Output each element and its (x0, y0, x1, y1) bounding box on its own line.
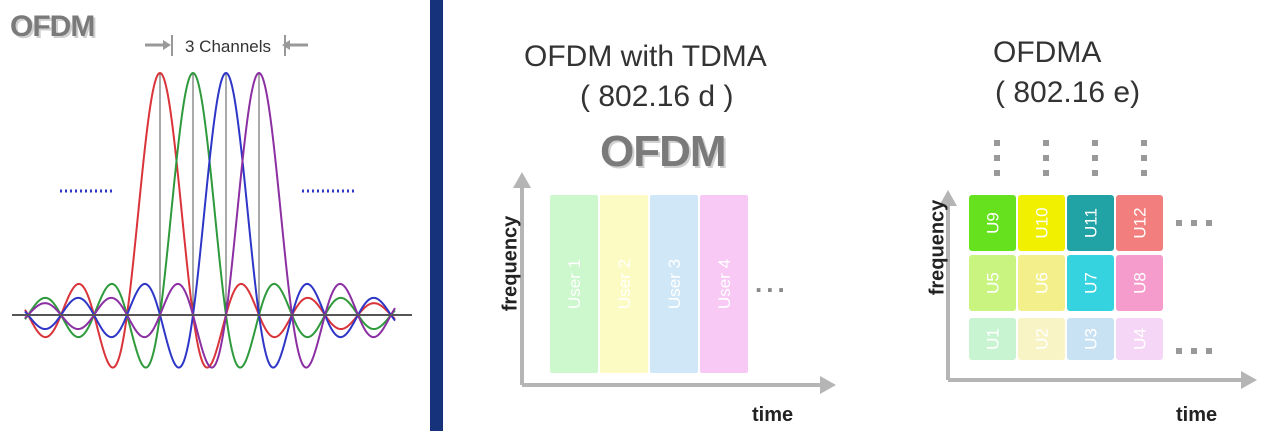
panel-divider (430, 0, 443, 431)
ofdma-horizontal-ellipses (1176, 220, 1212, 354)
ofdma-standard: ( 802.16 e) (995, 76, 1141, 109)
tdma-standard: ( 802.16 d ) (580, 80, 734, 113)
ofdma-user-label: U6 (1033, 272, 1052, 294)
left-title: OFDM (10, 10, 95, 43)
vertical-ellipsis-dot (1092, 140, 1098, 146)
right-arrowhead-icon (282, 40, 290, 50)
tdma-x-arrowhead-icon (820, 376, 836, 394)
ofdma-user-block (969, 255, 1016, 311)
vertical-ellipsis-dot (994, 140, 1000, 146)
ofdma-user-block (1067, 318, 1114, 360)
horizontal-ellipsis-dot (1191, 348, 1197, 354)
horizontal-ellipsis-dot (1176, 220, 1182, 226)
ofdma-user-label: U5 (984, 272, 1003, 294)
horizontal-ellipsis-dot (1206, 348, 1212, 354)
tdma-user-block (700, 195, 748, 373)
horizontal-ellipsis-dot (1191, 220, 1197, 226)
ofdma-user-block (1116, 318, 1163, 360)
vertical-ellipsis-dot (1043, 140, 1049, 146)
ofdma-user-block (1067, 195, 1114, 251)
ofdma-user-block (1018, 195, 1065, 251)
ofdma-user-block (1018, 318, 1065, 360)
ofdma-user-label: U11 (1082, 208, 1101, 238)
tdma-ofdm-logo: OFDM (600, 127, 727, 176)
red-subcarrier (24, 71, 396, 369)
horizontal-ellipsis-dot (1206, 220, 1212, 226)
ofdm-waveform-diagram: 3 Channels (12, 35, 412, 369)
tdma-user-label: User 2 (615, 259, 634, 309)
subcarrier-waves (24, 71, 396, 369)
ofdma-y-label: frequency (926, 199, 949, 296)
ofdma-user-label: U7 (1082, 272, 1101, 294)
tdma-ellipsis: ... (755, 268, 789, 298)
ofdma-x-arrowhead-icon (1241, 371, 1257, 389)
ofdma-user-label: U8 (1131, 272, 1150, 294)
tdma-title: OFDM with TDMA (524, 40, 767, 73)
ofdma-chart: U9 U10 U11 U12 U5 U6 U7 U8 U1 U2 U3 U4 (939, 140, 1257, 389)
ofdma-user-label: U1 (984, 328, 1003, 350)
ofdma-user-block (1116, 255, 1163, 311)
green-subcarrier (24, 71, 396, 369)
ofdma-user-label: U12 (1131, 207, 1150, 238)
vertical-ellipsis-dot (1092, 155, 1098, 161)
peak-reference-lines (159, 73, 260, 315)
tdma-user-label: User 4 (715, 259, 734, 309)
tdma-user-block (550, 195, 598, 373)
channels-label: 3 Channels (185, 37, 271, 56)
blue-subcarrier (24, 71, 396, 369)
left-arrowhead-icon (163, 40, 171, 50)
vertical-ellipsis-dot (1141, 155, 1147, 161)
ofdma-user-block (1067, 255, 1114, 311)
vertical-ellipsis-dot (1141, 170, 1147, 176)
ofdma-user-label: U3 (1082, 328, 1101, 350)
channels-annotation: 3 Channels (145, 35, 308, 56)
ofdma-user-label: U10 (1033, 207, 1052, 238)
ofdma-user-grid: U9 U10 U11 U12 U5 U6 U7 U8 U1 U2 U3 U4 (969, 195, 1163, 360)
tdma-user-block (600, 195, 648, 373)
ofdma-user-block (969, 318, 1016, 360)
tdma-user-label: User 1 (565, 259, 584, 309)
vertical-ellipsis-dot (994, 155, 1000, 161)
ofdma-title: OFDMA (993, 36, 1102, 69)
ofdma-user-block (969, 195, 1016, 251)
vertical-ellipsis-dot (1043, 155, 1049, 161)
ofdma-x-label: time (1176, 404, 1218, 426)
ofdma-user-label: U9 (984, 212, 1003, 234)
vertical-ellipsis-dot (1092, 170, 1098, 176)
ofdma-vertical-ellipses (994, 140, 1147, 176)
tdma-chart: User 1 User 2 User 3 User 4 ... (513, 172, 836, 394)
vertical-ellipsis-dot (994, 170, 1000, 176)
vertical-ellipsis-dot (1141, 140, 1147, 146)
tdma-user-block (650, 195, 698, 373)
ofdma-user-block (1018, 255, 1065, 311)
vertical-ellipsis-dot (1043, 170, 1049, 176)
tdma-y-label: frequency (499, 215, 522, 312)
tdma-user-blocks: User 1 User 2 User 3 User 4 (550, 195, 748, 373)
ofdma-user-label: U4 (1131, 328, 1150, 350)
ofdma-y-arrowhead-icon (939, 190, 957, 206)
ofdm-spectrum-panel: OFDM 3 Channels (0, 0, 430, 431)
ofdma-user-block (1116, 195, 1163, 251)
purple-subcarrier (24, 71, 396, 369)
tdma-x-label: time (752, 404, 794, 426)
ofdma-user-label: U2 (1033, 328, 1052, 350)
tdma-user-label: User 3 (665, 259, 684, 309)
horizontal-ellipsis-dot (1176, 348, 1182, 354)
tdma-y-arrowhead-icon (513, 172, 531, 188)
